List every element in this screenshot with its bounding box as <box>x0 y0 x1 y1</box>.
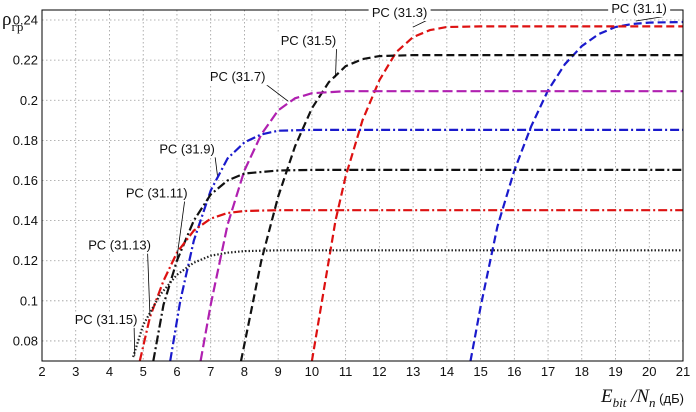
curves <box>132 20 684 362</box>
x-tick-label: 3 <box>72 364 79 379</box>
x-tick-label: 14 <box>440 364 454 379</box>
y-axis-label-sub: гр <box>11 19 23 34</box>
y-tick-label: 0.14 <box>13 213 38 228</box>
annotation-label-5: РС (31.9) <box>159 141 215 156</box>
annotation-label-2: РС (31.3) <box>372 5 428 20</box>
y-axis-label-main: ρ <box>2 9 11 30</box>
y-tick-label: 0.18 <box>13 133 38 148</box>
series-line-3 <box>239 54 683 362</box>
annotation-label-6: РС (31.11) <box>126 186 188 201</box>
annotation-label-1: РС (31.1) <box>611 1 667 16</box>
x-tick-label: 2 <box>38 364 45 379</box>
annotation-label-3: РС (31.5) <box>281 33 337 48</box>
grid <box>41 10 684 361</box>
annotation-leader <box>176 200 186 258</box>
x-tick-label: 19 <box>608 364 622 379</box>
series-line-6 <box>152 168 683 362</box>
annotation-bg <box>368 6 431 22</box>
x-axis-label-n: /N <box>626 386 650 407</box>
series-line-8 <box>132 249 683 358</box>
annotation-label-8: РС (31.15) <box>75 312 138 327</box>
annotation-bg <box>125 186 188 202</box>
series-line-1 <box>469 20 684 362</box>
y-tick-label: 0.1 <box>20 293 38 308</box>
annotation-label-7: РС (31.13) <box>88 238 151 253</box>
annotation-leader <box>133 326 136 356</box>
x-tick-label: 18 <box>575 364 589 379</box>
x-tick-label: 10 <box>305 364 319 379</box>
x-tick-label: 6 <box>173 364 180 379</box>
annotation-leader <box>335 48 337 78</box>
y-tick-label: 0.12 <box>13 253 38 268</box>
plot-frame <box>41 9 684 362</box>
x-tick-label: 4 <box>106 364 113 379</box>
x-tick-label: 5 <box>140 364 147 379</box>
annotation-leader <box>147 252 151 316</box>
x-tick-label: 12 <box>372 364 386 379</box>
x-tick-label: 16 <box>507 364 521 379</box>
annotation-leader <box>265 83 289 102</box>
y-axis-label: ρгр <box>2 9 23 34</box>
annotation-leader <box>412 19 428 28</box>
x-tick-label: 11 <box>339 364 353 379</box>
x-axis-label-bit: bit <box>613 395 627 410</box>
y-tick-label: 0.2 <box>20 93 38 108</box>
x-ticks: 2 3 4 5 6 7 8 9 10 11 12 13 14 15 16 17 18 19 20 21 <box>38 364 690 379</box>
x-axis-label-e: E <box>600 386 613 407</box>
x-tick-label: 17 <box>541 364 555 379</box>
annotation-bg <box>608 2 671 18</box>
x-axis-label-nsub: n <box>649 395 656 410</box>
annotations: РС (31.1) РС (31.3) РС (31.5) РС (31.7) РС (… <box>75 1 671 356</box>
y-tick-label: 0.22 <box>13 53 38 68</box>
x-tick-label: 15 <box>473 364 487 379</box>
x-tick-label: 13 <box>406 364 420 379</box>
series-line-7 <box>138 209 683 362</box>
annotation-bg <box>156 142 219 158</box>
x-tick-label: 21 <box>676 364 690 379</box>
series-line-5 <box>169 128 683 362</box>
x-axis-label-unit: (дБ) <box>656 391 684 406</box>
y-tick-label: 0.08 <box>13 333 38 348</box>
series-line-4 <box>199 90 683 362</box>
annotation-bg <box>277 34 340 50</box>
x-tick-label: 9 <box>275 364 282 379</box>
annotation-bg <box>88 238 151 254</box>
x-axis-label: Ebit /Nn (дБ) <box>600 386 684 410</box>
annotation-bg <box>206 70 269 86</box>
annotation-leader <box>214 156 218 176</box>
y-tick-label: 0.24 <box>13 13 38 28</box>
x-tick-label: 7 <box>207 364 214 379</box>
series-line-2 <box>310 25 683 362</box>
x-tick-label: 20 <box>642 364 656 379</box>
y-ticks: 0.08 0.1 0.12 0.14 0.16 0.18 0.2 0.22 0.24 <box>13 13 38 349</box>
y-tick-label: 0.16 <box>13 173 38 188</box>
x-tick-label: 8 <box>241 364 248 379</box>
annotation-label-4: РС (31.7) <box>210 69 266 84</box>
annotation-bg <box>75 312 138 328</box>
